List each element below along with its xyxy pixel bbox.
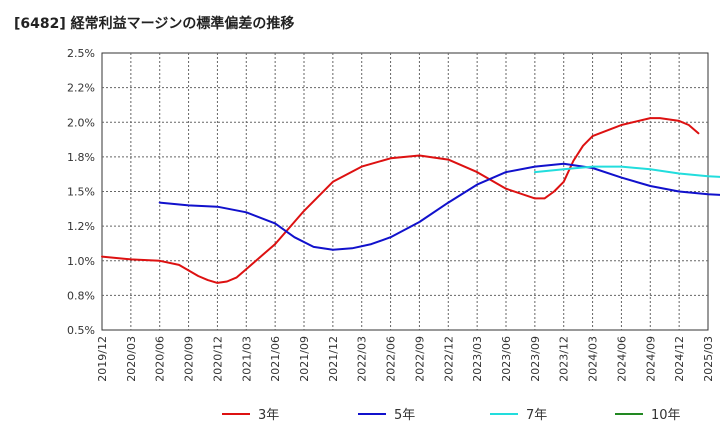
series-line-5年 [158, 162, 720, 251]
legend: 3年 5年 7年 10年 [222, 408, 681, 423]
y-tick-label: 1.2% [67, 220, 95, 233]
x-tick-label: 2020/12 [211, 336, 224, 382]
x-tick-label: 2020/09 [183, 336, 196, 382]
x-tick-label: 2024/09 [644, 336, 657, 382]
y-tick-label: 1.0% [67, 255, 95, 268]
legend-label: 10年 [651, 408, 681, 423]
x-tick-label: 2020/03 [125, 336, 138, 382]
y-tick-label: 2.0% [67, 116, 95, 129]
y-grid [102, 87, 708, 296]
x-tick-label: 2021/09 [298, 336, 311, 382]
legend-label: 5年 [394, 408, 415, 423]
chart-title: [6482] 経常利益マージンの標準偏差の推移 [14, 16, 295, 32]
legend-label: 7年 [526, 408, 547, 423]
x-tick-label: 2019/12 [96, 336, 109, 382]
x-tick-label: 2023/03 [471, 336, 484, 382]
x-tick-label: 2021/12 [327, 336, 340, 382]
x-tick-label: 2023/06 [500, 336, 513, 382]
x-tick-label: 2024/03 [587, 336, 600, 382]
y-tick-label: 0.5% [67, 324, 95, 337]
x-tick-label: 2025/03 [702, 336, 715, 382]
x-tick-label: 2021/03 [240, 336, 253, 382]
x-tick-label: 2022/03 [356, 336, 369, 382]
y-tick-label: 2.5% [67, 47, 95, 60]
series-line-3年 [101, 117, 700, 284]
x-axis-labels: 2019/12 2020/03 2020/06 2020/09 2020/12 2021/… [96, 336, 715, 382]
x-tick-label: 2022/09 [413, 336, 426, 382]
y-axis-labels: 0.5% 0.8% 1.0% 1.2% 1.5% 1.8% 2.0% 2.2% 2.5% [67, 47, 95, 337]
x-tick-label: 2022/06 [385, 336, 398, 382]
plot-area [101, 52, 709, 331]
x-tick-label: 2021/06 [269, 336, 282, 382]
y-tick-label: 1.8% [67, 151, 95, 164]
x-tick-label: 2023/09 [529, 336, 542, 382]
series-lines [101, 117, 720, 284]
series-line-7年 [533, 165, 720, 178]
x-tick-label: 2020/06 [154, 336, 167, 382]
y-tick-label: 2.2% [67, 82, 95, 95]
y-tick-label: 0.8% [67, 289, 95, 302]
x-tick-label: 2024/06 [615, 336, 628, 382]
legend-label: 3年 [258, 408, 279, 423]
x-tick-label: 2024/12 [673, 336, 686, 382]
x-tick-label: 2023/12 [558, 336, 571, 382]
x-tick-label: 2022/12 [442, 336, 455, 382]
y-tick-label: 1.5% [67, 186, 95, 199]
